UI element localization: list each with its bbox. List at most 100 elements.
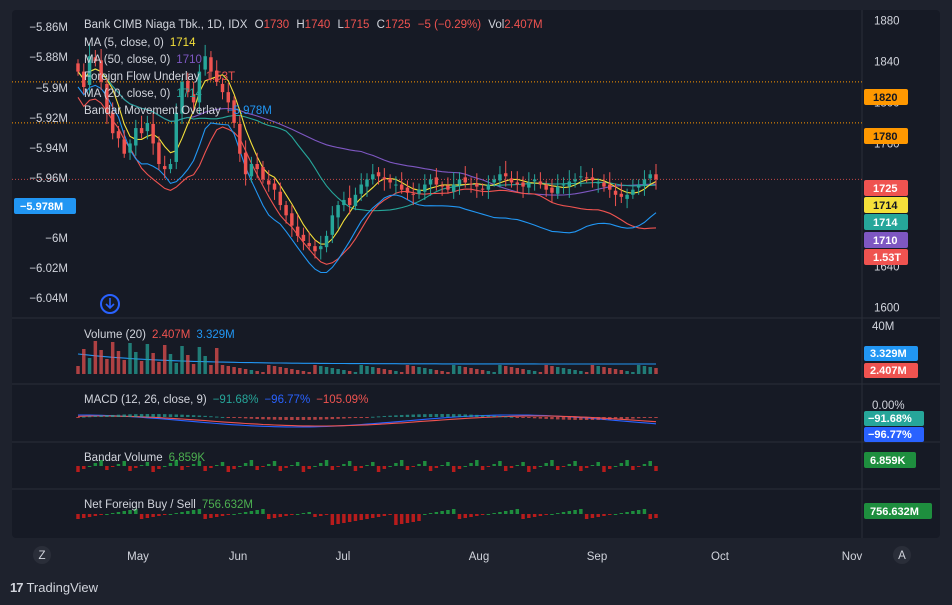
macd-hist-bar <box>394 415 398 417</box>
macd-hist-bar <box>527 417 531 418</box>
volume-bar <box>145 344 150 374</box>
price-tag-text: 1820 <box>873 92 897 104</box>
macd-hist-bar <box>307 417 311 420</box>
net-foreign-bar <box>353 514 358 521</box>
volume-bar <box>376 368 381 374</box>
bandar-movement-line <box>77 84 657 274</box>
left-tick-label: −5.86M <box>29 22 68 34</box>
macd-hist-bar <box>87 416 92 418</box>
volume-bar <box>475 369 479 374</box>
price-pane[interactable] <box>76 43 658 428</box>
candle-body <box>162 166 167 170</box>
volume-bar <box>319 366 323 374</box>
net-foreign-bar <box>197 509 202 514</box>
bandar-volume-bar <box>434 466 439 468</box>
auto-scale-button[interactable]: A <box>893 546 911 564</box>
macd-hist-bar <box>139 414 144 417</box>
volume-bar <box>243 369 248 374</box>
macd-hist-bar <box>486 415 491 417</box>
volume-pane[interactable] <box>76 341 658 374</box>
net-foreign-bar <box>590 514 595 518</box>
net-foreign-bar <box>134 509 138 514</box>
net-foreign-bar <box>451 509 456 514</box>
candle-body <box>399 184 404 190</box>
bandar-volume-bar <box>376 466 381 472</box>
volume-bar <box>556 367 560 374</box>
volume-bar <box>388 370 392 374</box>
bandar-volume-bar <box>76 466 80 472</box>
candle-body <box>625 194 629 199</box>
macd-hist-bar <box>261 417 265 420</box>
bandar-volume-bar <box>261 466 265 467</box>
macd-hist-bar <box>382 415 387 417</box>
candle-body <box>636 184 641 188</box>
candle-body <box>261 167 265 180</box>
candle-body <box>561 184 566 186</box>
open-value: 1730 <box>264 19 290 31</box>
volume-bar <box>550 366 554 374</box>
macd-hist-bar <box>249 417 254 419</box>
macd-hist-bar <box>613 417 618 420</box>
volume-bar <box>631 372 635 374</box>
macd-hist-bar <box>330 417 335 420</box>
net-foreign-bar <box>82 514 86 518</box>
volume-bar <box>301 371 306 374</box>
net-foreign-bar <box>278 514 283 517</box>
candle-body <box>371 174 375 180</box>
bandar-volume-bar <box>214 465 219 466</box>
zoom-corner-button[interactable]: Z <box>33 546 51 564</box>
volume-bar <box>122 360 126 374</box>
price-tag-text: 1780 <box>873 131 897 143</box>
price-tag-text: 1725 <box>873 183 897 195</box>
macd-hist-bar <box>648 417 652 418</box>
volume-bar <box>313 365 317 374</box>
macd-hist-bar <box>376 416 381 418</box>
price-tag: 1820 <box>864 89 908 105</box>
candle-body <box>376 172 381 177</box>
volume-bar <box>347 371 352 374</box>
net-foreign-bar <box>619 513 624 514</box>
bandar-volume-bar <box>503 466 508 471</box>
bandar-volume-bar <box>457 466 462 469</box>
candle-body <box>99 60 103 82</box>
macd-tag: −96.77% <box>864 427 924 442</box>
net-foreign-bar <box>186 511 190 514</box>
bandar-volume-pane[interactable] <box>76 460 658 472</box>
macd-pane[interactable] <box>76 414 658 420</box>
net-foreign-pane[interactable] <box>76 509 658 525</box>
replay-marker-icon[interactable] <box>100 294 120 314</box>
candle-body <box>515 182 520 185</box>
net-foreign-bar <box>168 514 173 515</box>
price-tag: 1714 <box>864 197 908 213</box>
price-tag-bg <box>864 180 908 196</box>
candle-body <box>324 235 329 248</box>
net-foreign-bar <box>556 513 560 514</box>
bandar-volume-bar <box>197 461 202 466</box>
bandar-volume-bar <box>596 462 600 466</box>
left-tick-label: −5.92M <box>29 113 68 125</box>
time-tick-label: Sep <box>587 551 607 563</box>
candle-body <box>116 131 121 139</box>
candle-body <box>602 182 606 187</box>
macd-hist-bar <box>134 414 138 417</box>
bandar-volume-bar <box>313 466 317 467</box>
macd-hist-bar <box>267 417 271 420</box>
candle-body <box>157 142 161 164</box>
macd-hist-bar <box>521 417 525 418</box>
bandar-volume-bar <box>226 466 231 472</box>
macd-hist-bar <box>457 414 462 417</box>
volume-bar <box>625 371 629 374</box>
candle-body <box>307 243 311 247</box>
candle-body <box>388 178 392 183</box>
net-foreign-bar <box>209 514 213 518</box>
net-foreign-bar <box>602 514 606 516</box>
volume-bar <box>168 354 173 374</box>
net-foreign-bar <box>105 514 109 515</box>
bandar-volume-bar <box>654 466 658 471</box>
volume-bar <box>353 372 358 374</box>
net-foreign-title: Net Foreign Buy / Sell 756.632M <box>84 499 253 511</box>
net-foreign-bar <box>319 514 323 516</box>
bandar-volume-bar <box>631 466 635 470</box>
bandar-volume-bar <box>584 466 589 468</box>
